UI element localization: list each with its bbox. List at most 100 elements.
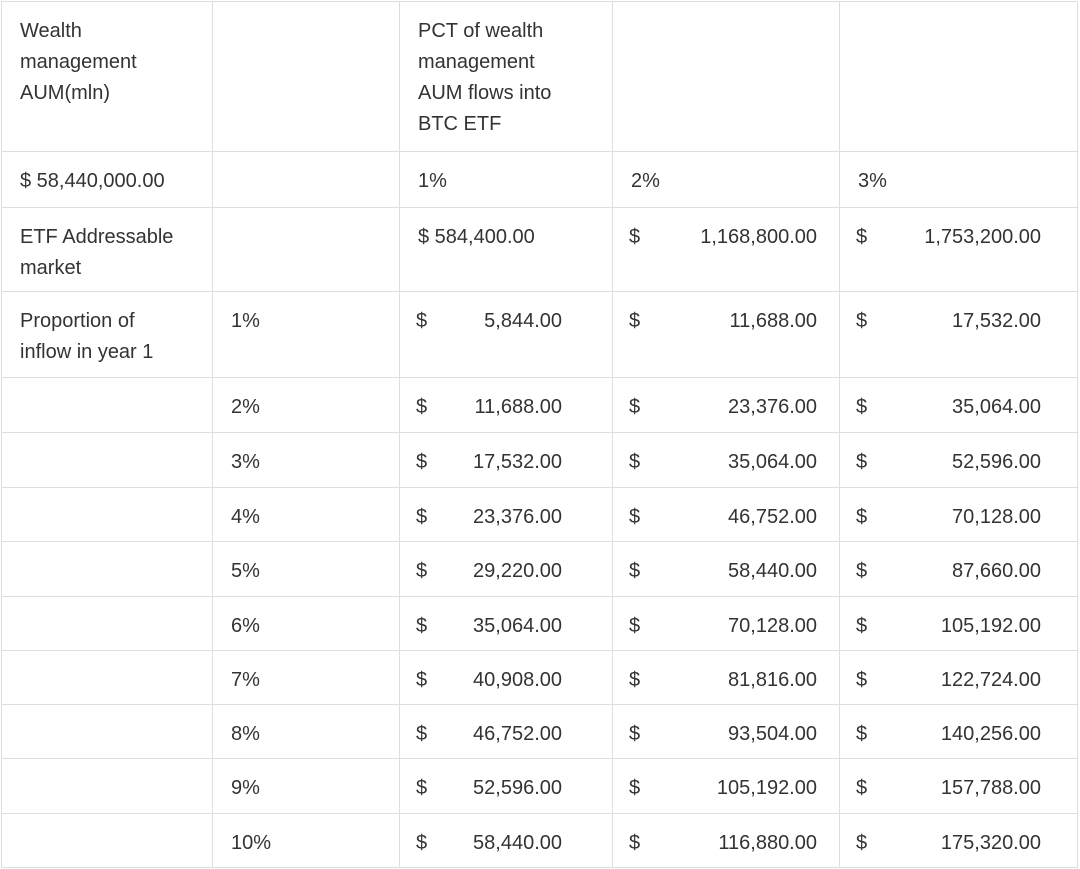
table-cell: 3% — [212, 432, 400, 488]
table-cell: $105,192.00 — [612, 758, 840, 814]
amount: 11,688.00 — [729, 310, 818, 332]
currency-value: $17,532.00 — [856, 306, 1077, 337]
currency-value: $29,220.00 — [416, 556, 612, 587]
amount: 122,724.00 — [940, 669, 1041, 691]
table-row: 2% $11,688.00 $23,376.00 $35,064.00 — [1, 377, 1078, 433]
currency-symbol: $ — [629, 669, 641, 691]
currency-symbol: $ — [856, 560, 868, 582]
cell-line: Wealth — [20, 20, 82, 42]
currency-value: $40,908.00 — [416, 665, 612, 696]
table-cell: $105,192.00 — [839, 596, 1078, 651]
table-cell — [212, 151, 400, 208]
table-cell: $175,320.00 — [839, 813, 1078, 868]
table-cell: ETF Addressable market — [1, 207, 213, 292]
currency-symbol: $ — [416, 506, 428, 528]
amount: 70,128.00 — [952, 506, 1041, 528]
table-cell: $11,688.00 — [399, 377, 613, 433]
table-cell: $140,256.00 — [839, 704, 1078, 759]
amount: 35,064.00 — [473, 615, 562, 637]
cell-text: $ 584,400.00 — [418, 226, 535, 248]
table-cell: $70,128.00 — [839, 487, 1078, 542]
amount: 11,688.00 — [474, 396, 563, 418]
currency-symbol: $ — [416, 723, 428, 745]
currency-symbol: $ — [416, 310, 428, 332]
currency-value: $105,192.00 — [629, 773, 839, 804]
table-cell — [1, 487, 213, 542]
currency-value: $58,440.00 — [629, 556, 839, 587]
amount: 35,064.00 — [952, 396, 1041, 418]
currency-symbol: $ — [416, 560, 428, 582]
table-cell: 3% — [839, 151, 1078, 208]
amount: 52,596.00 — [473, 777, 562, 799]
cell-line: market — [20, 257, 82, 279]
amount: 157,788.00 — [940, 777, 1041, 799]
table-cell — [1, 541, 213, 597]
currency-value: $35,064.00 — [416, 611, 612, 642]
table-cell: Wealth management AUM(mln) — [1, 1, 213, 152]
table-cell: $29,220.00 — [399, 541, 613, 597]
table-row: Wealth management AUM(mln) PCT of wealth man… — [1, 1, 1078, 152]
currency-value: $175,320.00 — [856, 828, 1077, 859]
currency-symbol: $ — [856, 451, 868, 473]
table-cell — [212, 1, 400, 152]
table-cell: $ 58,440,000.00 — [1, 151, 213, 208]
table-cell: $58,440.00 — [399, 813, 613, 868]
table-cell: $93,504.00 — [612, 704, 840, 759]
currency-value: $70,128.00 — [629, 611, 839, 642]
cell-text: 10% — [231, 832, 272, 854]
table-cell — [212, 207, 400, 292]
table-row: 8% $46,752.00 $93,504.00 $140,256.00 — [1, 704, 1078, 759]
table-cell: $58,440.00 — [612, 541, 840, 597]
table-cell: $70,128.00 — [612, 596, 840, 651]
currency-symbol: $ — [856, 723, 868, 745]
cell-line: management — [418, 51, 535, 73]
table-row: 7% $40,908.00 $81,816.00 $122,724.00 — [1, 650, 1078, 705]
amount: 46,752.00 — [473, 723, 562, 745]
currency-symbol: $ — [629, 560, 641, 582]
cell-text: 3% — [858, 170, 887, 192]
table-cell: $35,064.00 — [399, 596, 613, 651]
amount: 175,320.00 — [940, 832, 1041, 854]
table-cell: $46,752.00 — [399, 704, 613, 759]
table-cell: Proportion of inflow in year 1 — [1, 291, 213, 378]
cell-line: BTC ETF — [418, 113, 502, 135]
cell-text: 8% — [231, 723, 260, 745]
cell-text: 2% — [231, 396, 260, 418]
currency-value: $46,752.00 — [629, 502, 839, 533]
table-cell — [1, 704, 213, 759]
table-cell — [1, 377, 213, 433]
cell-line: Proportion of — [20, 310, 135, 332]
amount: 23,376.00 — [728, 396, 817, 418]
table-cell — [839, 1, 1078, 152]
table-cell: $ 584,400.00 — [399, 207, 613, 292]
table-row: 10% $58,440.00 $116,880.00 $175,320.00 — [1, 813, 1078, 868]
currency-symbol: $ — [416, 777, 428, 799]
amount: 105,192.00 — [940, 615, 1041, 637]
table-cell: $81,816.00 — [612, 650, 840, 705]
table-cell — [1, 432, 213, 488]
table-cell: 5% — [212, 541, 400, 597]
table-cell — [1, 650, 213, 705]
table-cell: 2% — [612, 151, 840, 208]
currency-symbol: $ — [416, 615, 428, 637]
table-cell: $23,376.00 — [399, 487, 613, 542]
amount: 23,376.00 — [473, 506, 562, 528]
amount: 35,064.00 — [728, 451, 817, 473]
amount: 140,256.00 — [940, 723, 1041, 745]
currency-value: $17,532.00 — [416, 447, 612, 478]
cell-text: 1% — [418, 170, 447, 192]
cell-text: 3% — [231, 451, 260, 473]
table-row: 3% $17,532.00 $35,064.00 $52,596.00 — [1, 432, 1078, 488]
currency-symbol: $ — [629, 723, 641, 745]
table-cell: 9% — [212, 758, 400, 814]
table-cell: PCT of wealth management AUM flows into BTC… — [399, 1, 613, 152]
cell-text: 1% — [231, 310, 260, 332]
table-cell: $40,908.00 — [399, 650, 613, 705]
currency-symbol: $ — [856, 506, 868, 528]
currency-value: $1,753,200.00 — [856, 222, 1077, 253]
cell-line: ETF Addressable — [20, 226, 174, 248]
currency-value: $11,688.00 — [629, 306, 839, 337]
currency-value: $1,168,800.00 — [629, 222, 839, 253]
amount: 52,596.00 — [952, 451, 1041, 473]
